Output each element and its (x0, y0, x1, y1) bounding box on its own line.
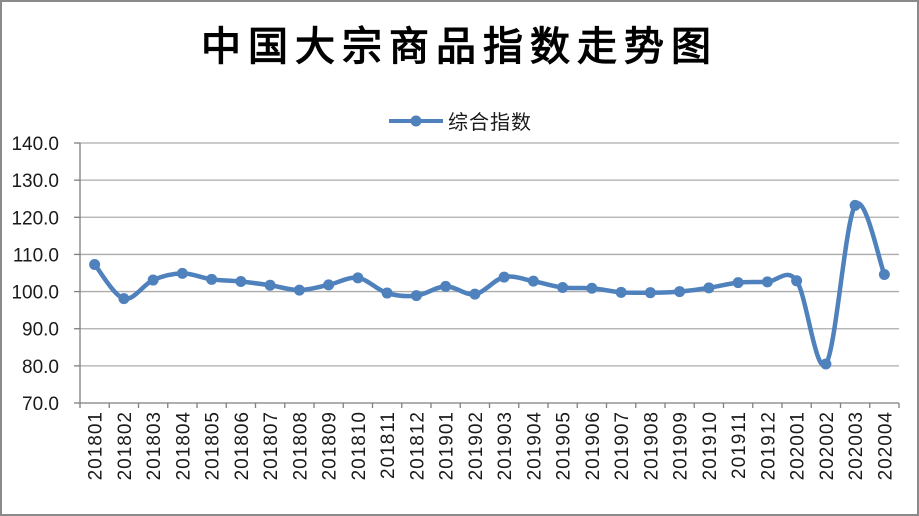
data-point-marker (732, 277, 744, 289)
y-tick-label: 130.0 (11, 171, 59, 192)
legend: 综合指数 (2, 106, 917, 135)
x-tick-label: 201802 (115, 411, 136, 480)
data-point-marker (410, 290, 422, 302)
x-tick-label: 201907 (612, 411, 633, 480)
data-point-marker (147, 274, 159, 286)
data-point-marker (791, 275, 803, 287)
data-point-marker (293, 284, 305, 296)
data-point-marker (615, 286, 627, 298)
data-point-marker (703, 282, 715, 294)
data-point-marker (586, 282, 598, 294)
x-tick-label: 201810 (349, 411, 370, 480)
data-point-marker (440, 280, 452, 292)
data-point-marker (849, 199, 861, 211)
x-tick-label: 202001 (788, 411, 809, 480)
x-tick-label: 201909 (671, 411, 692, 480)
y-tick-label: 120.0 (11, 208, 59, 229)
chart-title: 中国大宗商品指数走势图 (201, 24, 718, 69)
x-tick-label: 201903 (495, 411, 516, 480)
data-point-marker (352, 272, 364, 284)
x-tick-label: 201910 (700, 411, 721, 480)
data-point-marker (820, 358, 832, 370)
data-point-marker (235, 276, 247, 288)
data-point-marker (323, 279, 335, 291)
data-point-marker (644, 287, 656, 299)
x-tick-label: 201904 (524, 411, 545, 480)
x-tick-label: 201906 (583, 411, 604, 480)
y-tick-label: 110.0 (13, 245, 59, 266)
x-tick-label: 201911 (729, 411, 750, 479)
data-point-marker (206, 273, 218, 285)
x-tick-label: 201806 (232, 411, 253, 480)
data-point-marker (89, 258, 101, 270)
x-tick-label: 201912 (758, 411, 779, 480)
y-tick-label: 90.0 (22, 320, 59, 341)
data-point-marker (557, 281, 569, 293)
legend-series-label: 综合指数 (448, 112, 532, 134)
y-tick-label: 80.0 (22, 357, 59, 378)
x-tick-label: 201905 (554, 411, 575, 480)
x-tick-label: 201807 (261, 411, 282, 480)
data-point-marker (674, 286, 686, 298)
y-tick-label: 100.0 (11, 283, 59, 304)
x-tick-label: 201811 (378, 411, 399, 479)
data-point-marker (498, 271, 510, 283)
x-tick-label: 201803 (144, 411, 165, 480)
data-point-marker (761, 276, 773, 288)
x-tick-label: 201804 (173, 411, 194, 480)
data-point-marker (264, 279, 276, 291)
y-tick-label: 140.0 (11, 134, 59, 155)
x-tick-label: 201812 (407, 411, 428, 480)
x-tick-label: 201902 (466, 411, 487, 480)
x-tick-label: 202003 (846, 411, 867, 480)
x-tick-label: 201805 (203, 411, 224, 480)
x-tick-label: 201809 (320, 411, 341, 480)
y-tick-label: 70.0 (22, 394, 59, 415)
data-point-marker (469, 288, 481, 300)
data-point-marker (878, 268, 890, 280)
data-point-marker (176, 267, 188, 279)
x-tick-label: 202004 (875, 411, 896, 480)
x-tick-label: 202002 (817, 411, 838, 480)
x-tick-label: 201908 (641, 411, 662, 480)
data-point-marker (118, 293, 130, 305)
legend-line-marker-icon (389, 115, 443, 126)
data-point-marker (527, 275, 539, 287)
x-tick-label: 201808 (290, 411, 311, 480)
x-tick-label: 201801 (86, 411, 107, 480)
x-tick-label: 201901 (437, 411, 458, 480)
data-point-marker (381, 287, 393, 299)
